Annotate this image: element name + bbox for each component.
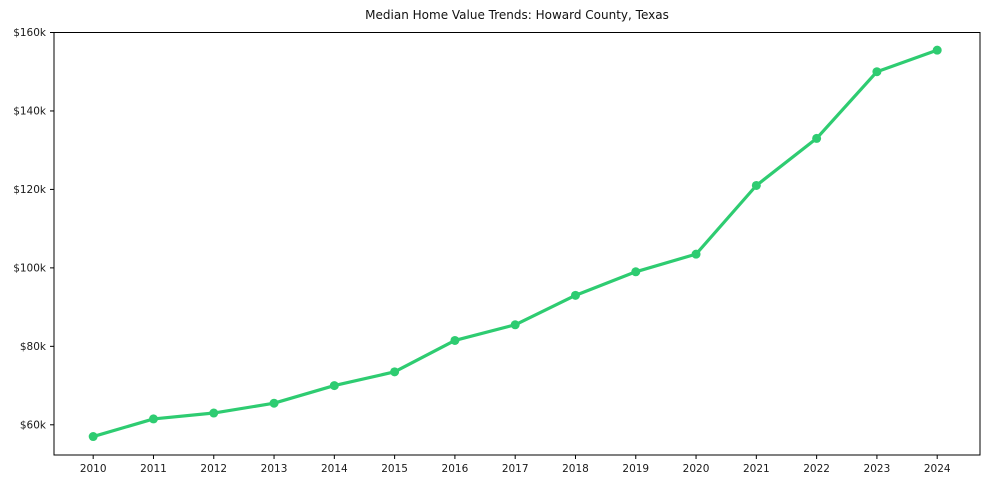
x-tick-label: 2024 [924, 463, 951, 475]
x-tick-label: 2010 [80, 463, 107, 475]
x-tick-label: 2015 [381, 463, 408, 475]
x-tick-label: 2019 [622, 463, 649, 475]
x-tick-label: 2021 [743, 463, 770, 475]
x-tick-label: 2012 [200, 463, 227, 475]
y-tick-label: $80k [20, 341, 47, 353]
data-point-2019 [631, 267, 641, 277]
data-point-2017 [510, 320, 520, 330]
y-tick-label: $60k [20, 419, 47, 431]
data-point-2023 [872, 67, 882, 77]
x-tick-label: 2018 [562, 463, 589, 475]
x-tick-label: 2023 [864, 463, 891, 475]
data-point-2016 [450, 335, 460, 345]
data-point-2020 [691, 249, 701, 259]
data-point-2011 [148, 414, 158, 424]
data-point-2024 [932, 45, 942, 55]
x-tick-label: 2020 [683, 463, 710, 475]
data-point-2012 [209, 408, 219, 418]
data-point-2018 [570, 290, 580, 300]
x-tick-label: 2011 [140, 463, 167, 475]
data-point-2022 [812, 133, 822, 143]
y-tick-label: $160k [13, 27, 47, 39]
x-tick-label: 2016 [442, 463, 469, 475]
y-tick-label: $100k [13, 262, 47, 274]
x-tick-label: 2014 [321, 463, 348, 475]
data-point-2013 [269, 398, 279, 408]
x-tick-label: 2017 [502, 463, 529, 475]
x-tick-label: 2022 [803, 463, 830, 475]
data-point-2014 [329, 381, 339, 391]
data-point-2010 [88, 432, 98, 442]
y-tick-label: $120k [13, 184, 47, 196]
data-point-2021 [751, 180, 761, 190]
axis-frame [53, 32, 981, 456]
y-tick-label: $140k [13, 105, 47, 117]
data-point-2015 [390, 367, 400, 377]
x-tick-label: 2013 [261, 463, 288, 475]
chart-title: Median Home Value Trends: Howard County,… [365, 8, 669, 22]
trend-line [91, 48, 939, 439]
